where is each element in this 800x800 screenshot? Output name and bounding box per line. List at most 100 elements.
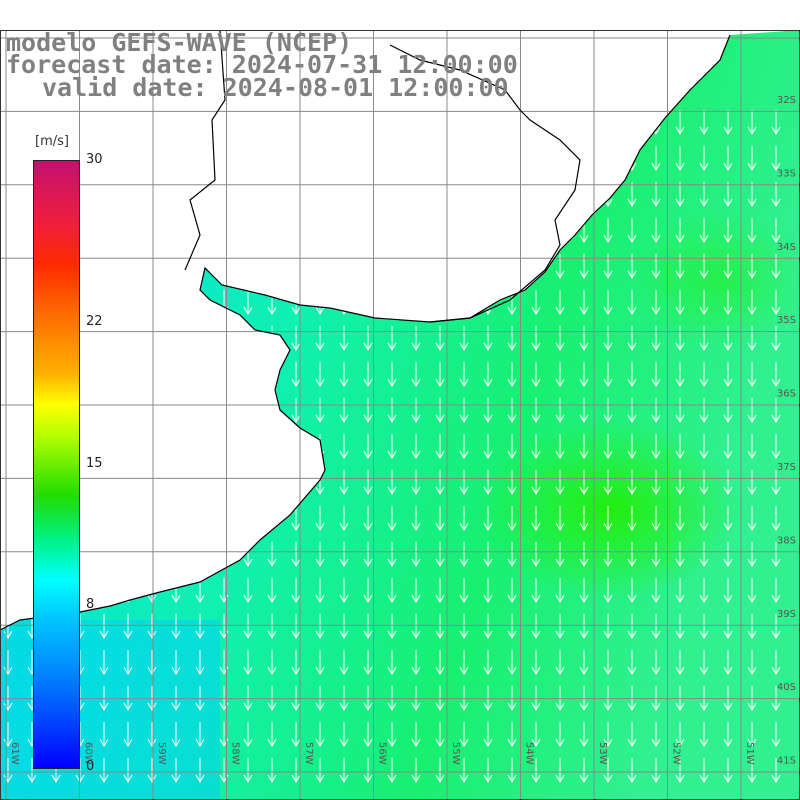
wind-arrow xyxy=(147,722,157,748)
wind-arrow xyxy=(675,362,685,388)
wind-arrow xyxy=(747,542,757,568)
wind-arrow xyxy=(435,506,445,532)
wind-arrow xyxy=(531,722,541,748)
wind-arrow xyxy=(603,758,613,784)
wind-arrow xyxy=(483,650,493,676)
wind-arrow xyxy=(627,506,637,532)
wind-arrow xyxy=(291,542,301,568)
wind-arrow xyxy=(291,146,301,172)
wind-arrow xyxy=(387,758,397,784)
wind-arrow xyxy=(747,470,757,496)
wind-arrow xyxy=(507,398,517,424)
wind-arrow xyxy=(3,686,13,712)
wind-arrow xyxy=(387,470,397,496)
wind-arrow xyxy=(603,434,613,460)
wind-arrow xyxy=(99,614,109,640)
wind-arrow xyxy=(339,614,349,640)
wind-arrow xyxy=(507,614,517,640)
wind-arrow xyxy=(243,182,253,208)
wind-arrow xyxy=(363,398,373,424)
wind-arrow xyxy=(435,254,445,280)
wind-arrow xyxy=(3,434,13,460)
wind-arrow xyxy=(3,218,13,244)
wind-arrow xyxy=(747,614,757,640)
wind-arrow xyxy=(675,326,685,352)
wind-arrow xyxy=(555,182,565,208)
wind-arrow xyxy=(771,578,781,604)
wind-arrow xyxy=(747,434,757,460)
wind-arrow xyxy=(627,434,637,460)
wind-arrow xyxy=(123,434,133,460)
colorbar-tick-label: 15 xyxy=(86,455,103,471)
wind-arrow xyxy=(123,254,133,280)
wind-arrow xyxy=(603,470,613,496)
wind-arrow xyxy=(195,146,205,172)
wind-arrow xyxy=(531,254,541,280)
wind-arrow xyxy=(675,578,685,604)
wind-arrow xyxy=(291,326,301,352)
wind-arrow xyxy=(771,614,781,640)
wind-arrow xyxy=(747,182,757,208)
wind-arrow xyxy=(411,578,421,604)
wind-arrow xyxy=(651,470,661,496)
wind-arrow xyxy=(531,470,541,496)
wind-arrow xyxy=(363,686,373,712)
wind-arrow xyxy=(3,398,13,424)
wind-arrow xyxy=(291,434,301,460)
wind-arrow xyxy=(459,254,469,280)
wind-arrow xyxy=(435,110,445,136)
wind-arrow xyxy=(555,290,565,316)
wind-arrow xyxy=(411,110,421,136)
wind-arrow xyxy=(771,650,781,676)
wind-arrow xyxy=(531,434,541,460)
wind-arrow xyxy=(243,758,253,784)
wind-arrow xyxy=(3,758,13,784)
wind-arrow xyxy=(699,326,709,352)
wind-arrow xyxy=(459,182,469,208)
lon-label: 60W xyxy=(83,742,94,765)
wind-arrow xyxy=(171,290,181,316)
wind-arrow xyxy=(243,254,253,280)
wind-arrow xyxy=(435,398,445,424)
lon-label: 55W xyxy=(450,742,461,765)
wind-arrow xyxy=(435,434,445,460)
wind-arrow xyxy=(771,290,781,316)
wind-arrow xyxy=(267,686,277,712)
wind-arrow xyxy=(411,722,421,748)
wind-arrow xyxy=(699,722,709,748)
wind-arrow xyxy=(243,434,253,460)
lon-label: 58W xyxy=(230,742,241,765)
wind-arrow xyxy=(699,614,709,640)
wind-arrow xyxy=(147,434,157,460)
lon-label: 51W xyxy=(744,742,755,765)
wind-arrow xyxy=(771,470,781,496)
wind-arrow xyxy=(195,362,205,388)
wind-arrow xyxy=(723,290,733,316)
wind-arrow xyxy=(291,614,301,640)
wind-arrow xyxy=(723,434,733,460)
wind-arrow xyxy=(99,218,109,244)
wind-arrow xyxy=(435,686,445,712)
wind-arrow xyxy=(3,722,13,748)
wind-arrow xyxy=(339,254,349,280)
wind-arrow xyxy=(507,146,517,172)
wind-arrow xyxy=(363,110,373,136)
lon-label: 59W xyxy=(156,742,167,765)
wind-arrow xyxy=(723,398,733,424)
wind-arrow xyxy=(267,146,277,172)
wind-arrow xyxy=(3,506,13,532)
wind-arrow xyxy=(675,758,685,784)
wind-arrow xyxy=(99,758,109,784)
wind-arrow xyxy=(459,650,469,676)
wind-arrow xyxy=(315,362,325,388)
wind-arrow xyxy=(723,470,733,496)
wind-arrow xyxy=(675,470,685,496)
wind-arrow xyxy=(555,506,565,532)
wind-arrow xyxy=(171,686,181,712)
wind-arrow xyxy=(675,218,685,244)
wind-arrow xyxy=(747,722,757,748)
wind-arrow xyxy=(123,686,133,712)
lat-label: 38S xyxy=(777,535,796,546)
wind-arrow xyxy=(243,326,253,352)
wind-arrow xyxy=(411,362,421,388)
